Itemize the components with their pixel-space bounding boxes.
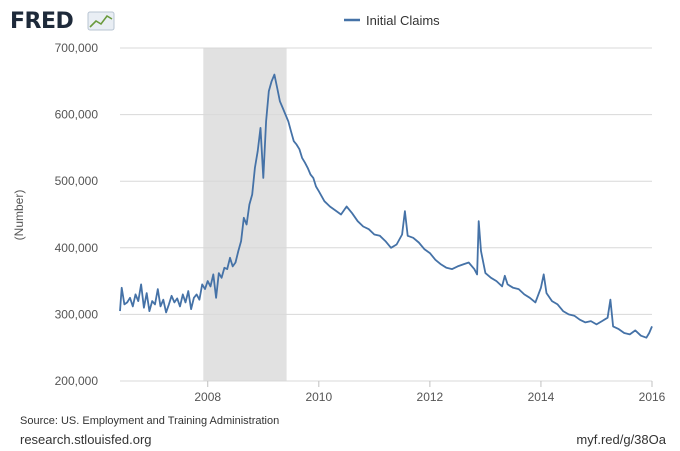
y-tick-label: 600,000 [55,108,99,122]
fred-logo: FRED [10,9,115,34]
y-tick-label: 400,000 [55,241,99,255]
y-tick-label: 700,000 [55,41,99,55]
recession-shading [203,48,287,381]
fred-logo-text: FRED [10,9,73,34]
legend: Initial Claims [344,13,440,28]
x-tick-label: 2008 [194,390,221,404]
x-tick-label: 2016 [639,390,666,404]
plot-area: 200,000 300,000 400,000 500,000 600,000 700,0… [55,41,666,404]
y-tick-label: 200,000 [55,374,99,388]
x-tick-label: 2012 [417,390,444,404]
x-tick-label: 2014 [528,390,555,404]
source-text: Source: US. Employment and Training Admi… [20,415,280,427]
y-axis-label: (Number) [12,190,26,241]
short-link[interactable]: myf.red/g/38Oa [576,432,666,447]
fred-logo-line-icon [89,14,113,28]
y-tick-label: 500,000 [55,174,99,188]
legend-label: Initial Claims [366,13,440,28]
footer-url[interactable]: research.stlouisfed.org [20,432,152,447]
x-tick-label: 2010 [305,390,332,404]
series-line-initial-claims [119,73,653,339]
y-tick-label: 300,000 [55,307,99,321]
fred-logo-graph-icon [87,11,115,31]
